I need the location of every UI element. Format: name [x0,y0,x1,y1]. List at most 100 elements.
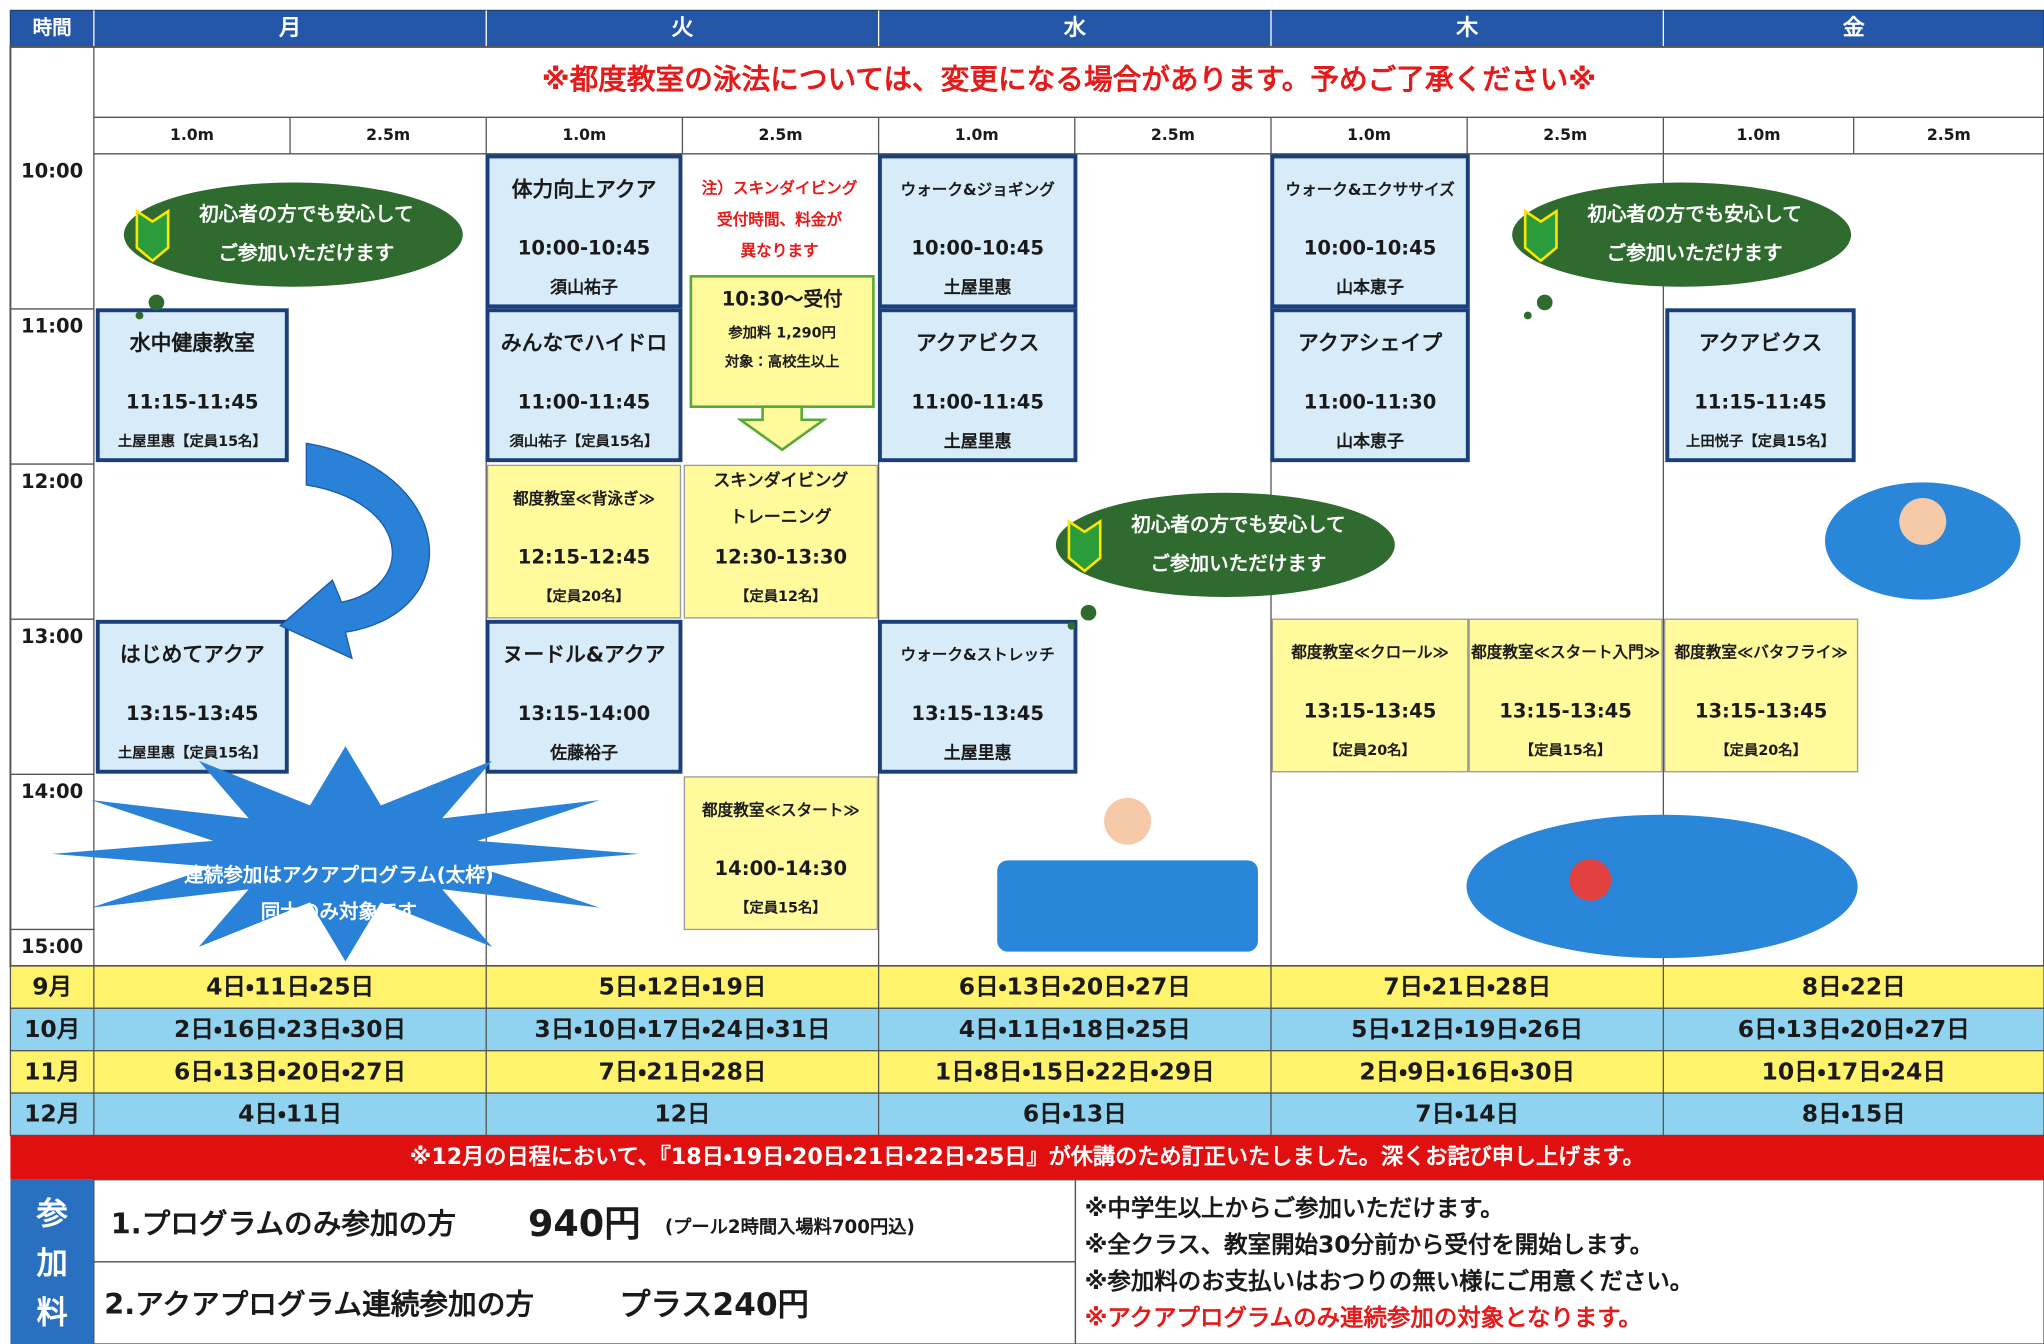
class-time: 11:00-11:45 [518,390,651,413]
month-dates: 6日・13日・20日・27日 [959,973,1191,1001]
fee-text: 2.アクアプログラム連続参加の方 [104,1287,534,1321]
class-box [1270,154,1470,309]
month-row [9,1007,2044,1052]
class-box [95,619,289,774]
month-dates: 2日・16日・23日・30日 [174,1015,406,1043]
bubble-text: 初心者の方でも安心して [198,203,413,226]
time-label: 13:00 [21,625,83,648]
skin-fee: 参加料 1,290円 [727,324,836,342]
class-time: 12:30-13:30 [715,545,848,568]
month-dates: 8日・22日 [1802,973,1906,1001]
class-name: アクアビクス [1699,331,1822,355]
month-dates: 7日・21日・28日 [1383,973,1551,1001]
class-box [485,308,683,463]
fee-note-line: ※参加料のお支払いはおつりの無い様にご用意ください。 [1085,1267,1694,1295]
class-box [1664,618,1859,773]
class-box [1270,308,1470,463]
month-dates: 3日・10日・17日・24日・31日 [534,1015,830,1043]
bubble-text: ご参加いただけます [1150,552,1326,575]
curved-arrow [279,442,430,660]
class-name: ヌードル&アクア [502,643,665,667]
lane-label: 1.0m [170,125,214,144]
class-name: ウォーク&ジョギング [901,180,1056,199]
class-time: 11:15-11:45 [1694,390,1827,413]
class-box [485,619,683,774]
notes-box [1074,1179,2044,1344]
fee-text: 1.プログラムのみ参加の方 [111,1206,456,1240]
class-box [683,464,878,619]
class-box [1665,308,1856,463]
beginner-mark [1523,208,1558,263]
lane-label: 2.5m [1927,125,1971,144]
time-label: 12:00 [21,470,83,493]
fee-note-line: ※全クラス、教室開始30分前から受付を開始します。 [1085,1231,1654,1259]
class-time: 11:00-11:30 [1304,390,1437,413]
class-box [683,776,878,931]
time-label: 15:00 [21,935,83,958]
beginner-mark [1067,519,1102,573]
month-dates: 6日・13日・20日・27日 [1738,1015,1970,1043]
month-row [9,965,2044,1009]
fee-row [93,1261,1077,1344]
class-box [1468,618,1663,773]
class-box [485,154,683,309]
class-time: 12:15-12:45 [518,545,651,568]
class-info: 佐藤裕子 [549,742,618,762]
month-dates: 1日・8日・15日・22日・29日 [935,1057,1215,1085]
class-info: 須山祐子 [550,277,618,297]
fee-price: 940円 [528,1202,641,1245]
lane-label: 2.5m [759,125,803,144]
swimmer-head [1104,797,1152,845]
class-info: 山本恵子 [1336,277,1404,297]
notice: ※都度教室の泳法については、変更になる場合があります。予めご了承ください※ [542,62,1596,96]
fee-label-bg [10,1179,94,1344]
class-box [486,464,682,619]
class-time: 13:15-13:45 [911,702,1044,725]
class-info: 土屋里惠【定員15名】 [118,743,267,761]
month-dates: 6日・13日 [1023,1100,1127,1128]
class-name: はじめてアクア [120,643,265,667]
starburst [52,746,639,962]
header-bar [9,9,2044,48]
burst-text: 同士のみ対象です [261,900,417,923]
class-name: 都度教室≪スタート≫ [701,800,860,819]
bubble-dot [148,294,165,311]
month-dates: 2日・9日・16日・30日 [1359,1057,1575,1085]
month-label: 9月 [32,973,72,1001]
class-info: 【定員15名】 [735,899,827,917]
class-time: 13:15-13:45 [126,702,259,725]
bubble [1512,182,1852,287]
class-info: 土屋里惠 [944,277,1012,297]
lane-label: 1.0m [955,125,999,144]
fee-note-line: ※中学生以上からご参加いただけます。 [1085,1194,1504,1222]
class-time: 13:15-14:00 [518,702,651,725]
time-label: 14:00 [21,780,83,803]
skin-reception: 10:30～受付 [722,287,843,310]
lane-label: 2.5m [1151,125,1195,144]
month-dates: 5日・12日・19日・26日 [1351,1015,1583,1043]
class-box [1271,618,1469,773]
class-box [877,154,1078,309]
lane-label: 1.0m [562,125,606,144]
class-name: ウォーク&エクササイズ [1285,180,1455,199]
fee-note: (プール2時間入場料700円込) [665,1216,915,1238]
month-row [9,1092,2044,1137]
day-header: 金 [1843,15,1866,41]
class-info: 土屋里惠 [944,742,1012,762]
month-label: 12月 [24,1100,80,1128]
skin-box [689,275,875,409]
month-dates: 4日・11日・25日 [206,973,374,1001]
month-dates: 7日・14日 [1415,1100,1519,1128]
month-dates: 7日・21日・28日 [598,1057,766,1085]
class-name: スキンダイビング [713,470,848,490]
class-name: アクアシェイプ [1298,331,1442,355]
class-time: 13:15-13:45 [1695,699,1828,722]
bubble-dot [1523,311,1532,320]
class-name: トレーニング [730,507,832,527]
class-box [877,308,1078,463]
banner: ※12月の日程において、『18日・19日・20日・21日・22日・25日』が休講… [410,1144,1645,1170]
month-dates: 4日・11日・18日・25日 [959,1015,1191,1043]
lane-label: 2.5m [366,125,410,144]
class-info: 【定員15名】 [1520,741,1612,759]
swimmer-head [1899,497,1947,545]
